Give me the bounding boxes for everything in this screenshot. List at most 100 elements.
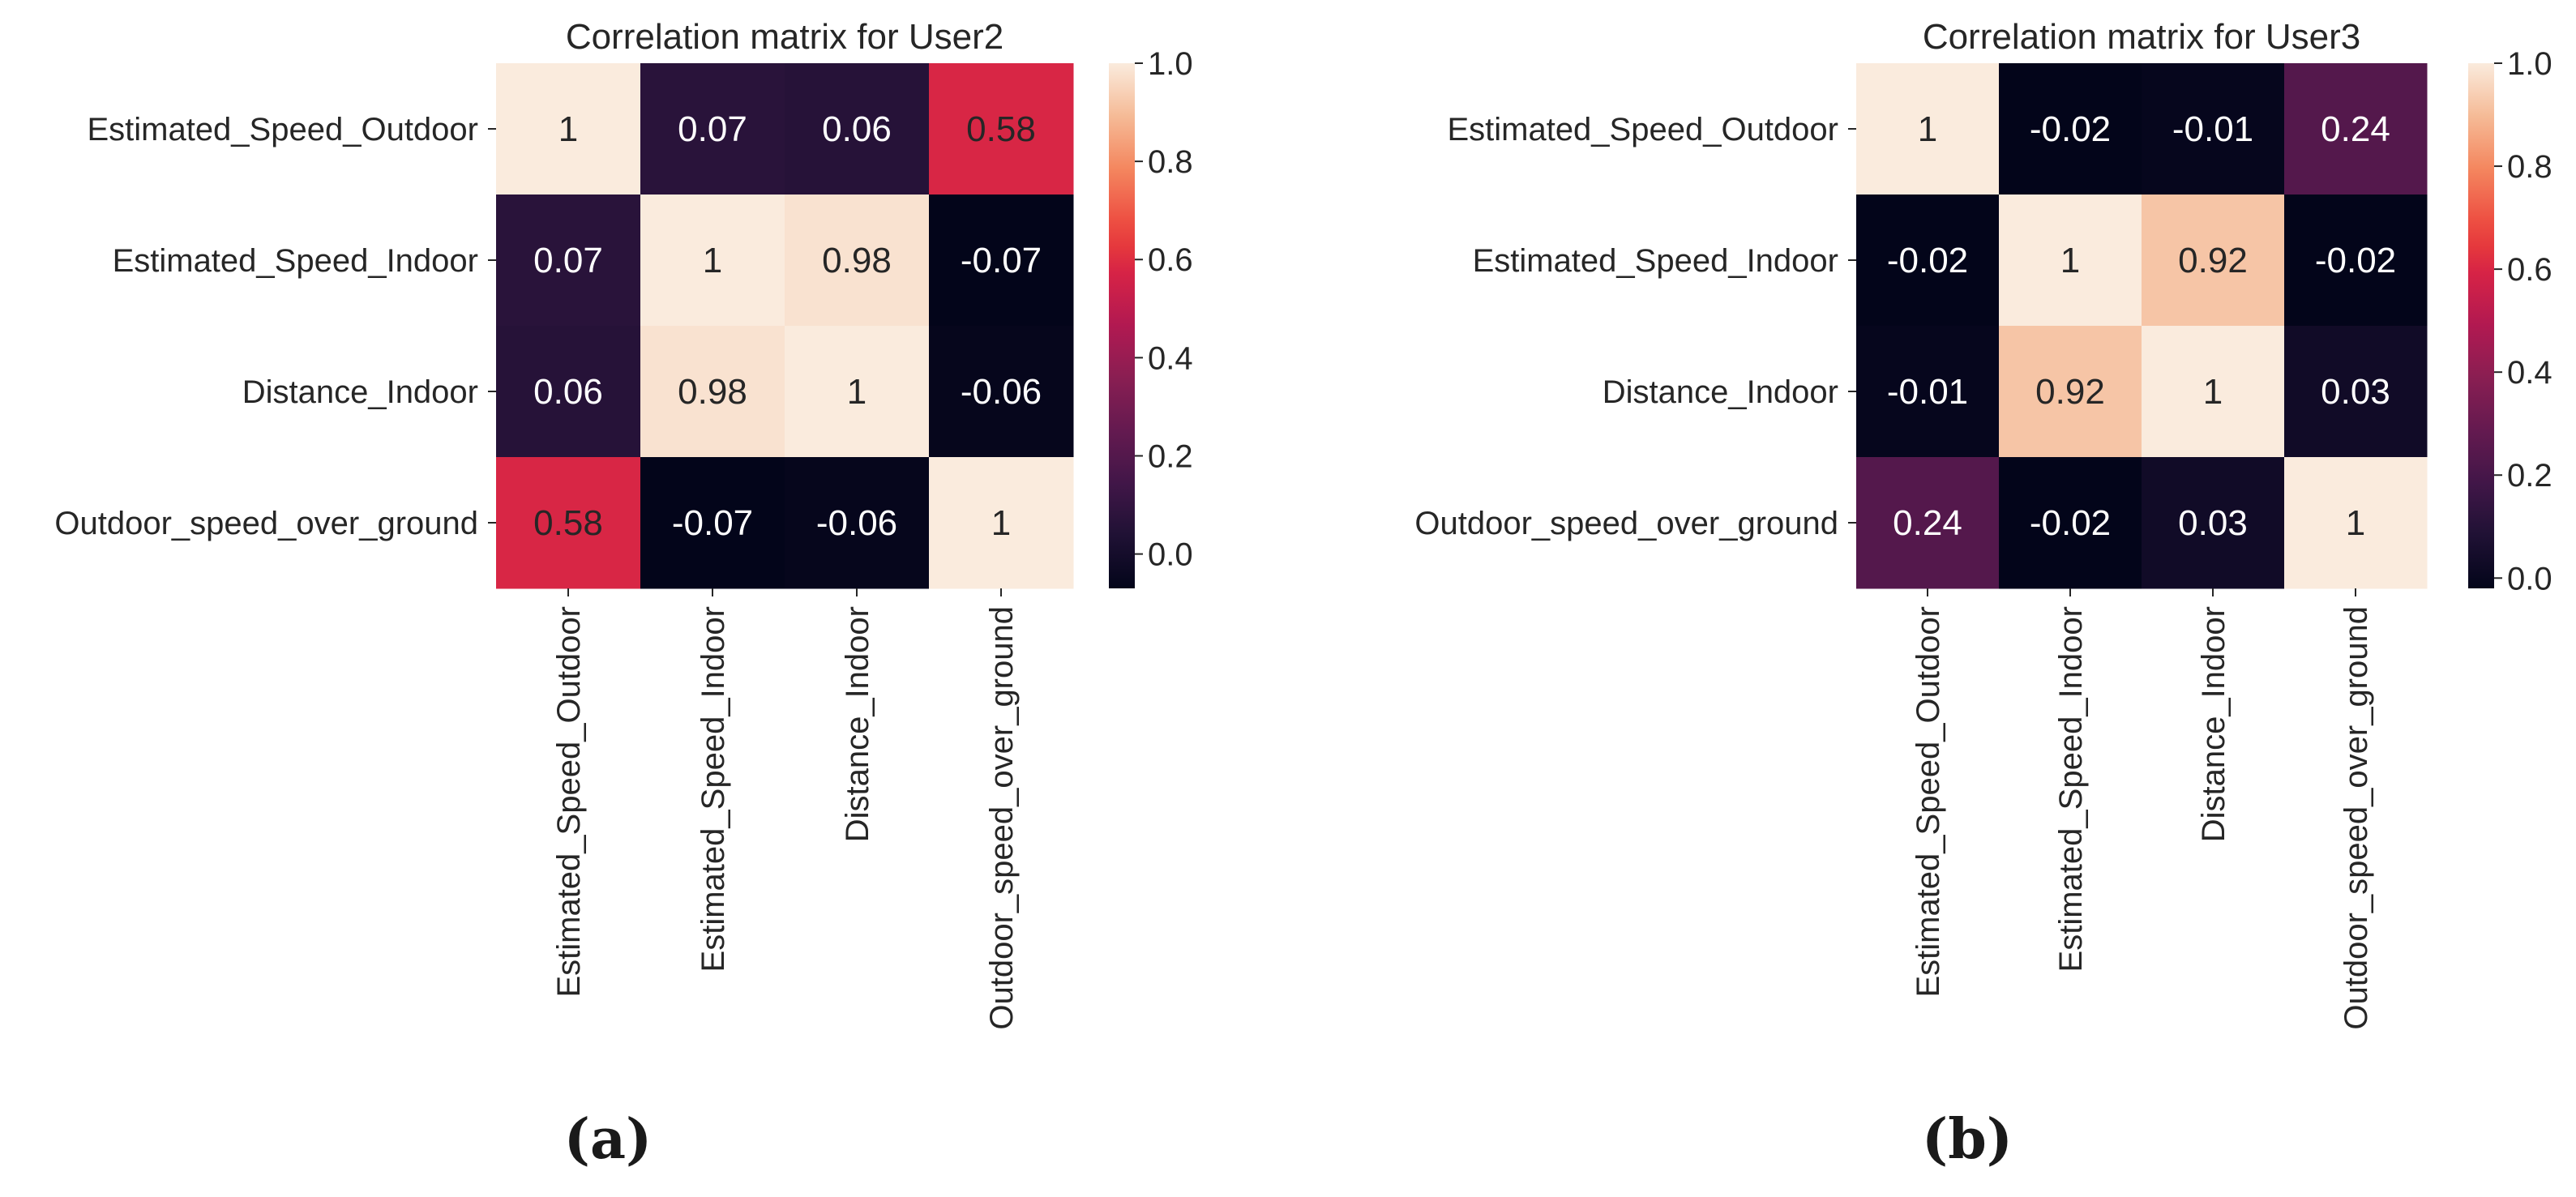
heatmap-cell xyxy=(496,457,641,589)
colorbar-tick-label: 0.4 xyxy=(2507,355,2552,391)
heatmap-cell xyxy=(1999,326,2142,458)
cell-label: 1 xyxy=(991,503,1011,543)
colorbar-tick-label: 0.0 xyxy=(2507,561,2552,596)
cell-label: -0.07 xyxy=(672,503,753,543)
heatmap-cell xyxy=(1999,457,2142,589)
heatmap-cell xyxy=(1999,195,2142,327)
cell-label: -0.02 xyxy=(2030,503,2111,543)
heatmap-cell xyxy=(496,195,641,327)
heatmap-user2: Correlation matrix for User2 1 0.07 0.06 0.5… xyxy=(54,17,1192,1030)
cell-label: -0.02 xyxy=(2315,241,2396,280)
cell-label: -0.07 xyxy=(961,241,1042,280)
cell-label: -0.01 xyxy=(1887,372,1968,412)
colorbar-tick-label: 0.8 xyxy=(1148,144,1193,180)
cell-label: -0.02 xyxy=(1887,241,1968,280)
heatmap-cell xyxy=(2284,195,2428,327)
heatmap-user3: Correlation matrix for User3 1 -0.02 -0.01 0… xyxy=(1414,17,2552,1030)
chart-title: Correlation matrix for User3 xyxy=(1923,17,2360,57)
x-tick-label: Outdoor_speed_over_ground xyxy=(2339,606,2374,1030)
cell-label: 0.98 xyxy=(678,372,747,412)
heatmap-cell xyxy=(929,63,1074,195)
colorbar-tick-label: 0.6 xyxy=(1148,242,1193,278)
heatmap-cell xyxy=(2142,63,2285,195)
y-tick-label: Distance_Indoor xyxy=(242,374,478,410)
cell-label: 1 xyxy=(2346,503,2365,543)
y-tick-label: Outdoor_speed_over_ground xyxy=(54,506,478,541)
heatmap-cell xyxy=(785,63,930,195)
colorbar xyxy=(1109,63,1135,588)
x-tick-label: Estimated_Speed_Outdoor xyxy=(1911,606,1946,998)
heatmap-cell xyxy=(2142,195,2285,327)
y-tick-label: Estimated_Speed_Indoor xyxy=(113,243,478,279)
cell-label: 0.07 xyxy=(533,241,603,280)
x-tick-label: Estimated_Speed_Indoor xyxy=(2053,606,2089,972)
x-tick-label: Distance_Indoor xyxy=(2196,606,2232,842)
panel-label-a: (a) xyxy=(563,1107,653,1172)
heatmap-cell xyxy=(1856,195,2000,327)
heatmap-cell xyxy=(785,457,930,589)
cell-label: 0.24 xyxy=(1893,503,1962,543)
cell-label: -0.01 xyxy=(2172,109,2253,149)
heatmap-cell xyxy=(2284,63,2428,195)
colorbar-tick-label: 0.4 xyxy=(1148,340,1193,376)
heatmap-cell xyxy=(496,63,641,195)
cell-label: 0.06 xyxy=(822,109,892,149)
cell-label: 0.98 xyxy=(822,241,892,280)
chart-title: Correlation matrix for User2 xyxy=(566,17,1003,57)
colorbar-tick-label: 1.0 xyxy=(1148,46,1193,82)
cell-label: 1 xyxy=(558,109,578,149)
y-tick-label: Estimated_Speed_Indoor xyxy=(1473,243,1838,279)
x-tick-label: Outdoor_speed_over_ground xyxy=(984,606,1020,1030)
cell-label: 1 xyxy=(2060,241,2080,280)
colorbar-tick-label: 0.8 xyxy=(2507,149,2552,185)
cell-label: 0.92 xyxy=(2178,241,2248,280)
cell-label: 1 xyxy=(2203,372,2223,412)
heatmap-cell xyxy=(1856,457,2000,589)
y-tick-label: Estimated_Speed_Outdoor xyxy=(1447,112,1838,147)
cell-label: -0.06 xyxy=(961,372,1042,412)
cell-label: 0.92 xyxy=(2035,372,2105,412)
cell-label: 0.03 xyxy=(2178,503,2248,543)
cell-label: 0.58 xyxy=(533,503,603,543)
panel-label-b: (b) xyxy=(1922,1107,2013,1172)
cell-label: 0.24 xyxy=(2321,109,2390,149)
heatmap-cell xyxy=(640,63,785,195)
heatmap-cell xyxy=(1856,326,2000,458)
colorbar-tick-label: 0.6 xyxy=(2507,252,2552,288)
y-tick-label: Outdoor_speed_over_ground xyxy=(1414,506,1838,541)
colorbar-tick-label: 0.2 xyxy=(1148,438,1193,474)
x-tick-label: Estimated_Speed_Outdoor xyxy=(551,606,587,998)
heatmap-cell xyxy=(640,457,785,589)
x-tick-label: Estimated_Speed_Indoor xyxy=(695,606,731,972)
heatmap-cell xyxy=(929,326,1074,458)
heatmap-cell xyxy=(640,195,785,327)
heatmap-cell xyxy=(640,326,785,458)
cell-label: 0.03 xyxy=(2321,372,2390,412)
heatmap-cell xyxy=(2284,326,2428,458)
colorbar-tick-label: 0.0 xyxy=(1148,537,1193,573)
heatmap-cell xyxy=(929,457,1074,589)
heatmap-cell xyxy=(2142,326,2285,458)
cell-label: 1 xyxy=(1918,109,1937,149)
colorbar xyxy=(2468,63,2494,588)
y-tick-label: Distance_Indoor xyxy=(1603,374,1838,410)
heatmap-cell xyxy=(2284,457,2428,589)
colorbar-tick-label: 0.2 xyxy=(2507,458,2552,494)
cell-label: 0.58 xyxy=(966,109,1036,149)
cell-label: 1 xyxy=(847,372,867,412)
cell-label: 1 xyxy=(703,241,722,280)
colorbar-tick-label: 1.0 xyxy=(2507,46,2552,82)
y-tick-label: Estimated_Speed_Outdoor xyxy=(87,112,478,147)
cell-label: -0.06 xyxy=(816,503,897,543)
heatmap-cell xyxy=(2142,457,2285,589)
heatmap-cell xyxy=(785,326,930,458)
heatmap-cell xyxy=(1856,63,2000,195)
heatmap-cell xyxy=(785,195,930,327)
cell-label: 0.06 xyxy=(533,372,603,412)
heatmap-cell xyxy=(1999,63,2142,195)
heatmap-cell xyxy=(496,326,641,458)
heatmap-cell xyxy=(929,195,1074,327)
x-tick-label: Distance_Indoor xyxy=(840,606,875,842)
cell-label: 0.07 xyxy=(678,109,747,149)
